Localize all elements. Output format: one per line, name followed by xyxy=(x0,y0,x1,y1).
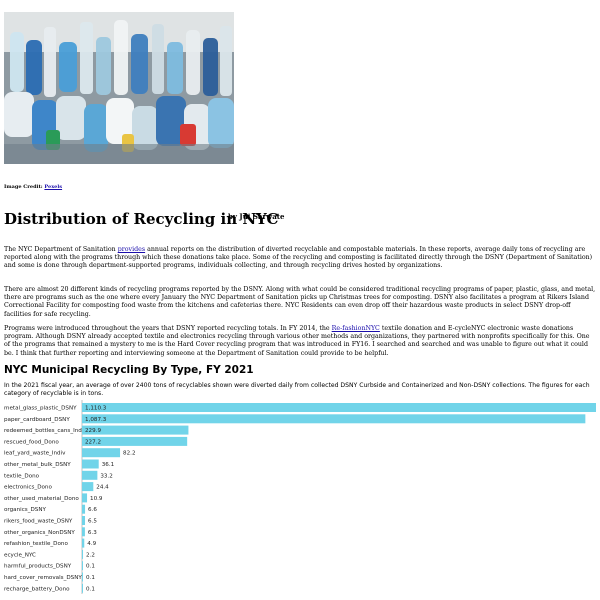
refashion-nyc-link[interactable]: Re-fashionNYC xyxy=(331,325,380,332)
category-label: leaf_yard_waste_Indiv xyxy=(4,451,66,457)
category-label: harmful_products_DSNY xyxy=(4,564,72,570)
article-paragraph-3: Programs were introduced throughout the … xyxy=(4,325,596,358)
category-label: hard_cover_removals_DSNY xyxy=(4,575,82,581)
bar[interactable] xyxy=(82,448,121,458)
image-credit-link[interactable]: Pexels xyxy=(44,184,63,190)
bar-value-label: 24.4 xyxy=(96,485,109,491)
paragraph-1-text-start: The NYC Department of Sanitation xyxy=(4,246,118,253)
bar-value-label: 0.1 xyxy=(86,564,95,570)
category-label: refashion_textile_Dono xyxy=(4,541,68,547)
category-label: other_metal_bulk_DSNY xyxy=(4,462,71,468)
hero-photo-recycled-bottles xyxy=(4,12,234,164)
provides-link[interactable]: provides xyxy=(117,246,146,253)
category-label: rescued_food_Dono xyxy=(4,439,59,445)
category-label: ecycle_NYC xyxy=(4,552,36,558)
bar[interactable] xyxy=(82,414,586,424)
bar-value-label: 229.9 xyxy=(85,428,101,434)
bar[interactable] xyxy=(82,482,94,492)
bar[interactable] xyxy=(82,436,188,446)
bar-value-label: 6.5 xyxy=(88,519,97,525)
category-label: paper_cardboard_DSNY xyxy=(4,417,70,423)
bar[interactable] xyxy=(82,459,99,469)
article-paragraph-2: There are almost 20 different kinds of r… xyxy=(4,286,596,318)
bar[interactable] xyxy=(82,549,84,559)
bar-value-label: 0.1 xyxy=(86,586,95,592)
bar[interactable] xyxy=(82,572,83,582)
bar-value-label: 33.2 xyxy=(100,473,112,479)
bar[interactable] xyxy=(82,538,85,548)
article-byline: by Jui Sarwate xyxy=(228,212,285,221)
bar[interactable] xyxy=(82,493,88,503)
bar-value-label: 227.2 xyxy=(85,439,101,445)
category-label: textile_Dono xyxy=(4,473,40,479)
bar-value-label: 1,087.3 xyxy=(85,417,107,423)
bar-value-label: 6.6 xyxy=(88,507,97,513)
category-label: other_organics_NonDSNY xyxy=(4,530,75,536)
category-label: organics_DSNY xyxy=(4,507,47,513)
bar[interactable] xyxy=(82,403,596,412)
bar-value-label: 0.1 xyxy=(86,575,95,581)
article-title: Distribution of Recycling in NYC xyxy=(4,210,279,228)
category-label: other_used_material_Dono xyxy=(4,496,79,502)
bottles-photo-illustration xyxy=(4,12,234,164)
image-credit-label: Image Credit: xyxy=(4,184,43,190)
article-paragraph-1: The NYC Department of Sanitation provide… xyxy=(4,246,596,271)
bar[interactable] xyxy=(82,425,189,435)
category-label: recharge_battery_Dono xyxy=(4,586,70,592)
image-credit: Image Credit: Pexels xyxy=(4,184,62,190)
bar-value-label: 10.9 xyxy=(90,496,103,502)
bar-value-label: 82.2 xyxy=(123,451,135,457)
bar-value-label: 1,110.3 xyxy=(85,406,107,412)
bar-value-label: 2.2 xyxy=(86,552,95,558)
chart-section-description: In the 2021 fiscal year, an average of o… xyxy=(4,382,590,398)
paragraph-1-text-end: annual reports on the distribution of di… xyxy=(4,246,593,270)
bar[interactable] xyxy=(82,527,85,537)
bar[interactable] xyxy=(82,583,83,593)
bar[interactable] xyxy=(82,504,86,514)
category-label: metal_glass_plastic_DSNY xyxy=(4,406,77,412)
bar-value-label: 6.3 xyxy=(88,530,97,536)
category-label: rikers_food_waste_DSNY xyxy=(4,519,73,525)
chart-section-title: NYC Municipal Recycling By Type, FY 2021 xyxy=(4,364,254,376)
bar-value-label: 36.1 xyxy=(102,462,115,468)
bar[interactable] xyxy=(82,516,86,525)
bar-value-label: 4.9 xyxy=(87,541,96,547)
paragraph-3-text-end: textile donation and E-cycleNYC electron… xyxy=(4,325,590,357)
category-label: redeemed_bottles_cans_Indiv xyxy=(4,428,87,434)
bar[interactable] xyxy=(82,470,98,480)
recycling-bar-chart: metal_glass_plastic_DSNY 1,110.3 paper_car… xyxy=(4,400,596,594)
paragraph-3-text-start: Programs were introduced throughout the … xyxy=(4,325,332,332)
bar[interactable] xyxy=(82,561,83,571)
category-label: electronics_Dono xyxy=(4,485,52,491)
